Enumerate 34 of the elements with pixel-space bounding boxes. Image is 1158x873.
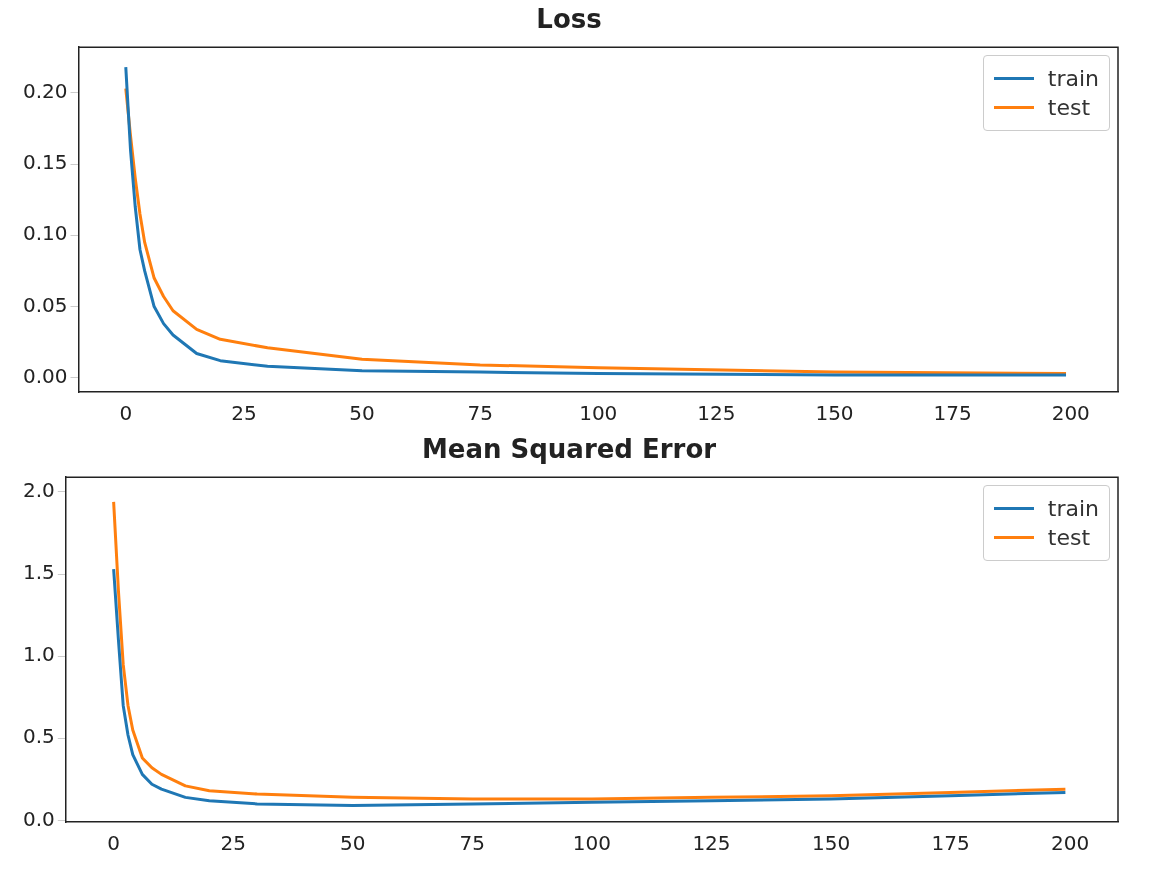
chart-title: Mean Squared Error xyxy=(421,434,717,465)
y-tick-label: 0.15 xyxy=(23,150,68,175)
y-tick-label: 0.00 xyxy=(23,363,68,388)
x-tick-label: 100 xyxy=(572,831,611,856)
chart-title: Loss xyxy=(536,4,602,35)
x-tick-label: 50 xyxy=(349,401,375,426)
x-tick-label: 25 xyxy=(220,831,246,856)
legend-label: train xyxy=(1047,66,1099,92)
x-tick-label: 200 xyxy=(1051,401,1090,426)
legend-label: test xyxy=(1047,525,1091,551)
y-tick-label: 0.10 xyxy=(23,221,68,246)
x-tick-label: 175 xyxy=(931,831,970,856)
legend-label: train xyxy=(1047,496,1099,522)
x-tick-label: 175 xyxy=(933,401,972,426)
x-tick-label: 0 xyxy=(107,831,120,856)
y-tick-label: 2.0 xyxy=(22,478,55,503)
x-tick-label: 25 xyxy=(231,401,257,426)
x-tick-label: 150 xyxy=(811,831,851,856)
legend-label: test xyxy=(1047,95,1091,121)
y-tick-label: 0.5 xyxy=(22,724,55,749)
x-tick-label: 200 xyxy=(1051,831,1090,856)
x-tick-label: 125 xyxy=(697,401,736,426)
x-tick-label: 100 xyxy=(579,401,618,426)
x-tick-label: 0 xyxy=(119,401,133,426)
x-tick-label: 50 xyxy=(340,831,366,856)
x-tick-label: 75 xyxy=(467,401,493,426)
x-tick-label: 75 xyxy=(459,831,486,856)
y-tick-label: 0.05 xyxy=(23,292,68,317)
x-tick-label: 125 xyxy=(692,831,731,856)
x-tick-label: 150 xyxy=(815,401,854,426)
y-tick-label: 0.20 xyxy=(23,79,68,103)
y-tick-label: 0.0 xyxy=(22,806,55,831)
y-tick-label: 1.5 xyxy=(22,560,55,585)
y-tick-label: 1.0 xyxy=(22,642,55,667)
